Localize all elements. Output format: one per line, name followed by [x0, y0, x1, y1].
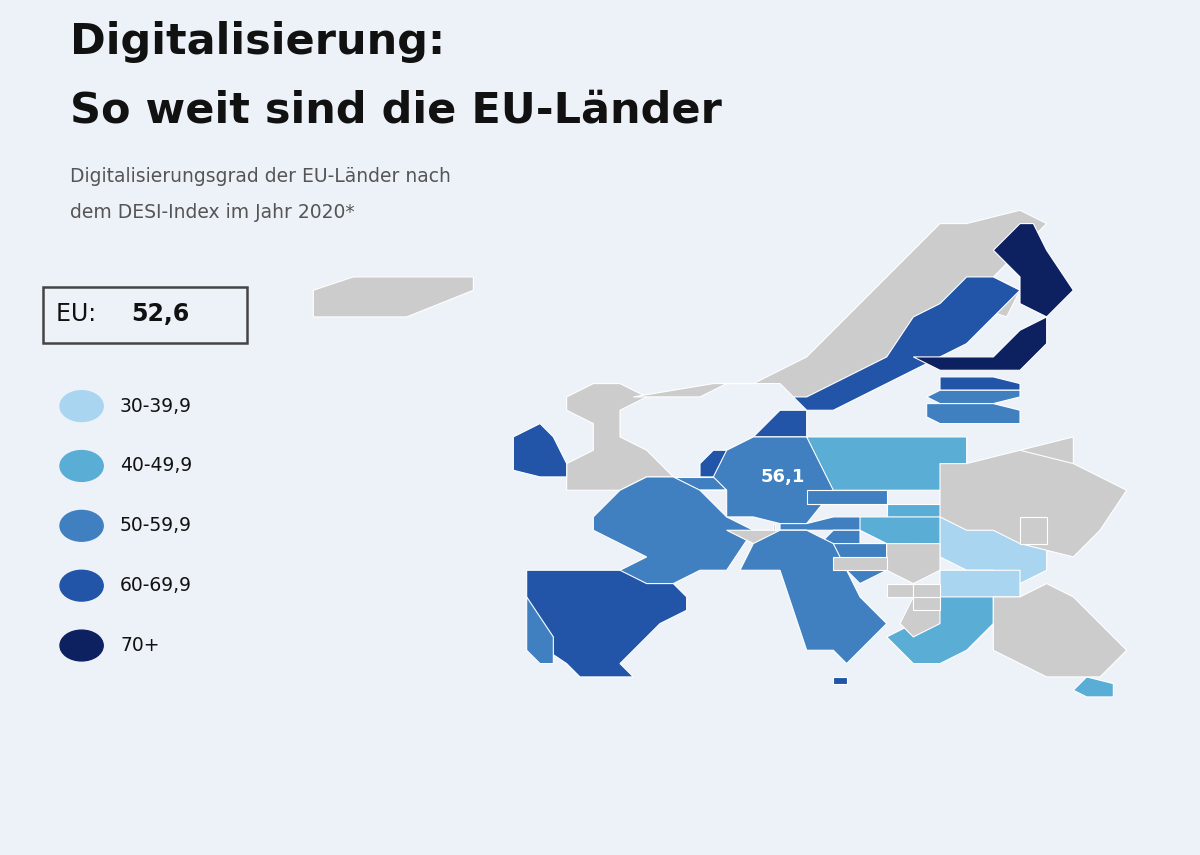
Polygon shape: [673, 477, 727, 490]
Polygon shape: [566, 384, 673, 490]
Polygon shape: [900, 597, 940, 637]
Polygon shape: [514, 423, 566, 477]
Polygon shape: [727, 490, 740, 504]
Polygon shape: [1073, 677, 1114, 697]
Polygon shape: [740, 530, 887, 663]
Polygon shape: [967, 437, 1073, 490]
Polygon shape: [887, 584, 913, 597]
Text: Digitalisierungsgrad der EU-Länder nach: Digitalisierungsgrad der EU-Länder nach: [70, 167, 450, 186]
Polygon shape: [773, 523, 775, 530]
Text: Digitalisierung:: Digitalisierung:: [70, 21, 445, 63]
FancyBboxPatch shape: [43, 286, 247, 343]
Polygon shape: [913, 597, 940, 610]
Text: So weit sind die EU-Länder: So weit sind die EU-Länder: [70, 90, 721, 132]
Polygon shape: [1020, 517, 1046, 544]
Polygon shape: [700, 437, 860, 523]
Polygon shape: [833, 557, 887, 570]
Polygon shape: [593, 477, 754, 584]
Polygon shape: [780, 517, 887, 530]
Text: 60-69,9: 60-69,9: [120, 576, 192, 595]
Polygon shape: [527, 570, 686, 677]
Text: 56,1: 56,1: [761, 468, 805, 486]
Polygon shape: [793, 277, 1020, 410]
Polygon shape: [806, 437, 967, 490]
Polygon shape: [754, 410, 806, 437]
Text: 70+: 70+: [120, 636, 160, 655]
Polygon shape: [527, 597, 553, 663]
Polygon shape: [940, 517, 1046, 584]
Polygon shape: [727, 530, 806, 544]
Text: 30-39,9: 30-39,9: [120, 397, 192, 416]
Polygon shape: [700, 451, 740, 477]
Text: 40-49,9: 40-49,9: [120, 457, 192, 475]
Polygon shape: [887, 504, 967, 517]
Polygon shape: [833, 677, 847, 684]
Polygon shape: [860, 517, 967, 557]
Polygon shape: [940, 570, 1020, 610]
Polygon shape: [940, 377, 1020, 390]
Text: 52,6: 52,6: [132, 302, 190, 327]
Polygon shape: [806, 490, 887, 504]
Text: EU:: EU:: [56, 302, 103, 327]
Polygon shape: [820, 530, 860, 544]
Polygon shape: [887, 597, 994, 663]
Polygon shape: [313, 277, 473, 317]
Polygon shape: [887, 544, 940, 584]
Polygon shape: [940, 451, 1127, 557]
Text: dem DESI-Index im Jahr 2020*: dem DESI-Index im Jahr 2020*: [70, 203, 354, 222]
Text: 50-59,9: 50-59,9: [120, 516, 192, 535]
Polygon shape: [913, 224, 1073, 370]
Polygon shape: [994, 584, 1127, 677]
Polygon shape: [913, 584, 940, 597]
Polygon shape: [926, 404, 1020, 423]
Polygon shape: [926, 390, 1020, 404]
Polygon shape: [833, 544, 887, 584]
Polygon shape: [634, 210, 1046, 410]
